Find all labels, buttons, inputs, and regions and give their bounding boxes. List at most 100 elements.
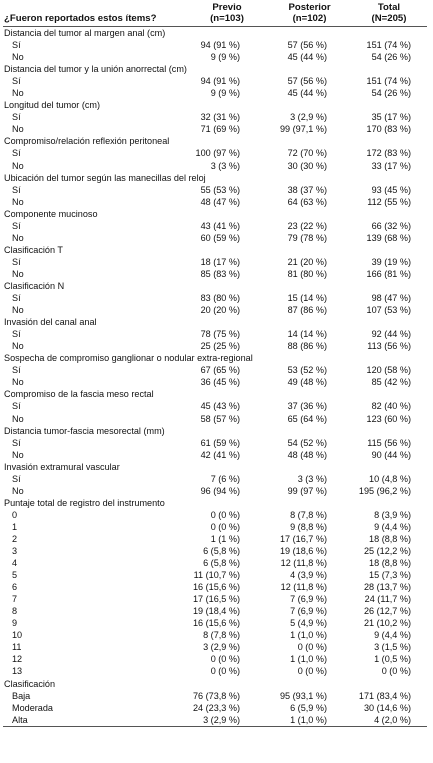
posterior-value: 95 (93,1 %) — [279, 690, 327, 701]
posterior-value: 57 (56 %) — [287, 40, 327, 51]
previo-value: 85 (83 %) — [200, 268, 240, 279]
section-row: Invasión extramural vascular — [3, 461, 427, 473]
header-previo-n: (n=103) — [210, 13, 244, 24]
section-row: Invasión del canal anal — [3, 316, 427, 328]
row-label: No — [12, 305, 24, 316]
row-label: Sí — [12, 437, 21, 448]
section-title: Longitud del tumor (cm) — [4, 100, 101, 111]
row-label: Sí — [12, 401, 21, 412]
section-row: Sospecha de compromiso ganglionar o nodu… — [3, 352, 427, 364]
previo-value: 48 (47 %) — [200, 196, 240, 207]
total-value: 82 (40 %) — [371, 401, 411, 412]
table-row: 5 11 (10,7 %) 4 (3,9 %) 15 (7,3 %) — [3, 569, 427, 581]
row-label: Moderada — [12, 702, 53, 713]
previo-value: 96 (94 %) — [200, 485, 240, 496]
posterior-value: 99 (97,1 %) — [279, 124, 327, 135]
section-title: Puntaje total de registro del instrument… — [4, 497, 165, 508]
table-row: 13 0 (0 %) 0 (0 %) 0 (0 %) — [3, 665, 427, 677]
header-posterior-label: Posterior — [288, 2, 331, 13]
section-row: Longitud del tumor (cm) — [3, 99, 427, 111]
previo-value: 25 (25 %) — [200, 341, 240, 352]
row-label: No — [12, 196, 24, 207]
row-label: No — [12, 268, 24, 279]
table-header: ¿Fueron reportados estos ítems? Previo (… — [3, 0, 427, 27]
section-row: Ubicación del tumor según las manecillas… — [3, 172, 427, 184]
table-row: Alta 3 (2,9 %) 1 (1,0 %) 4 (2,0 %) — [3, 714, 427, 727]
previo-value: 7 (6 %) — [210, 473, 240, 484]
row-label: Sí — [12, 329, 21, 340]
total-value: 113 (56 %) — [367, 341, 411, 352]
table-row: 12 0 (0 %) 1 (1,0 %) 1 (0,5 %) — [3, 653, 427, 665]
previo-value: 16 (15,6 %) — [192, 618, 240, 629]
previo-value: 9 (9 %) — [210, 52, 240, 63]
table-row: Sí 83 (80 %) 15 (14 %) 98 (47 %) — [3, 292, 427, 304]
table-row: Baja 76 (73,8 %) 95 (93,1 %) 171 (83,4 %) — [3, 690, 427, 702]
previo-value: 1 (1 %) — [210, 533, 240, 544]
previo-value: 20 (20 %) — [200, 305, 240, 316]
total-value: 170 (83 %) — [366, 124, 411, 135]
previo-value: 24 (23,3 %) — [192, 702, 240, 713]
row-label: 11 — [12, 642, 22, 653]
previo-value: 94 (91 %) — [200, 76, 240, 87]
total-value: 3 (1,5 %) — [374, 642, 411, 653]
section-row: Distancia del tumor al margen anal (cm) — [3, 27, 427, 40]
table-row: Sí 61 (59 %) 54 (52 %) 115 (56 %) — [3, 437, 427, 449]
header-posterior-n: (n=102) — [292, 13, 327, 24]
row-label: Sí — [12, 112, 21, 123]
table-row: 3 6 (5,8 %) 19 (18,6 %) 25 (12,2 %) — [3, 545, 427, 557]
row-label: Sí — [12, 76, 21, 87]
previo-value: 58 (57 %) — [200, 413, 240, 424]
row-label: No — [12, 124, 24, 135]
table-row: Sí 78 (75 %) 14 (14 %) 92 (44 %) — [3, 328, 427, 340]
row-label: Baja — [12, 690, 31, 701]
row-label: 3 — [12, 546, 18, 557]
previo-value: 0 (0 %) — [210, 521, 240, 532]
table-row: Sí 7 (6 %) 3 (3 %) 10 (4,8 %) — [3, 473, 427, 485]
row-label: 13 — [12, 666, 23, 677]
total-value: 112 (55 %) — [367, 196, 411, 207]
table-row: Sí 94 (91 %) 57 (56 %) 151 (74 %) — [3, 75, 427, 87]
previo-value: 0 (0 %) — [210, 666, 240, 677]
total-value: 18 (8,8 %) — [369, 533, 411, 544]
total-value: 115 (56 %) — [367, 437, 411, 448]
posterior-value: 3 (2,9 %) — [290, 112, 327, 123]
posterior-value: 8 (7,8 %) — [290, 509, 327, 520]
previo-value: 3 (3 %) — [210, 160, 240, 171]
table-row: No 85 (83 %) 81 (80 %) 166 (81 %) — [3, 268, 427, 280]
total-value: 92 (44 %) — [371, 329, 411, 340]
posterior-value: 48 (48 %) — [287, 449, 327, 460]
previo-value: 42 (41 %) — [200, 449, 240, 460]
total-value: 195 (96,2 %) — [358, 485, 411, 496]
row-label: 5 — [12, 570, 18, 581]
total-value: 28 (13,7 %) — [363, 582, 411, 593]
total-value: 26 (12,7 %) — [363, 606, 411, 617]
previo-value: 78 (75 %) — [200, 329, 240, 340]
row-label: Sí — [12, 220, 21, 231]
previo-value: 8 (7,8 %) — [203, 630, 240, 641]
previo-value: 94 (91 %) — [200, 40, 240, 51]
section-title: Componente mucinoso — [4, 208, 98, 219]
posterior-value: 99 (97 %) — [287, 485, 327, 496]
row-label: No — [12, 341, 24, 352]
section-row: Puntaje total de registro del instrument… — [3, 497, 427, 509]
row-label: 0 — [12, 509, 18, 520]
table-row: 4 6 (5,8 %) 12 (11,8 %) 18 (8,8 %) — [3, 557, 427, 569]
total-value: 39 (19 %) — [371, 256, 411, 267]
posterior-value: 88 (86 %) — [287, 341, 327, 352]
posterior-value: 5 (4,9 %) — [290, 618, 327, 629]
section-title: Sospecha de compromiso ganglionar o nodu… — [4, 353, 253, 364]
row-label: Sí — [12, 473, 21, 484]
section-title: Compromiso de la fascia meso rectal — [4, 389, 154, 400]
total-value: 172 (83 %) — [366, 148, 411, 159]
posterior-value: 1 (1,0 %) — [290, 630, 327, 641]
table-row: No 20 (20 %) 87 (86 %) 107 (53 %) — [3, 304, 427, 316]
total-value: 33 (17 %) — [371, 160, 411, 171]
row-label: 1 — [12, 521, 18, 532]
row-label: No — [12, 413, 24, 424]
total-value: 54 (26 %) — [371, 88, 411, 99]
posterior-value: 72 (70 %) — [287, 148, 327, 159]
table-row: No 60 (59 %) 79 (78 %) 139 (68 %) — [3, 232, 427, 244]
row-label: 7 — [12, 594, 18, 605]
section-title: Ubicación del tumor según las manecillas… — [4, 172, 206, 183]
total-value: 166 (81 %) — [366, 268, 411, 279]
